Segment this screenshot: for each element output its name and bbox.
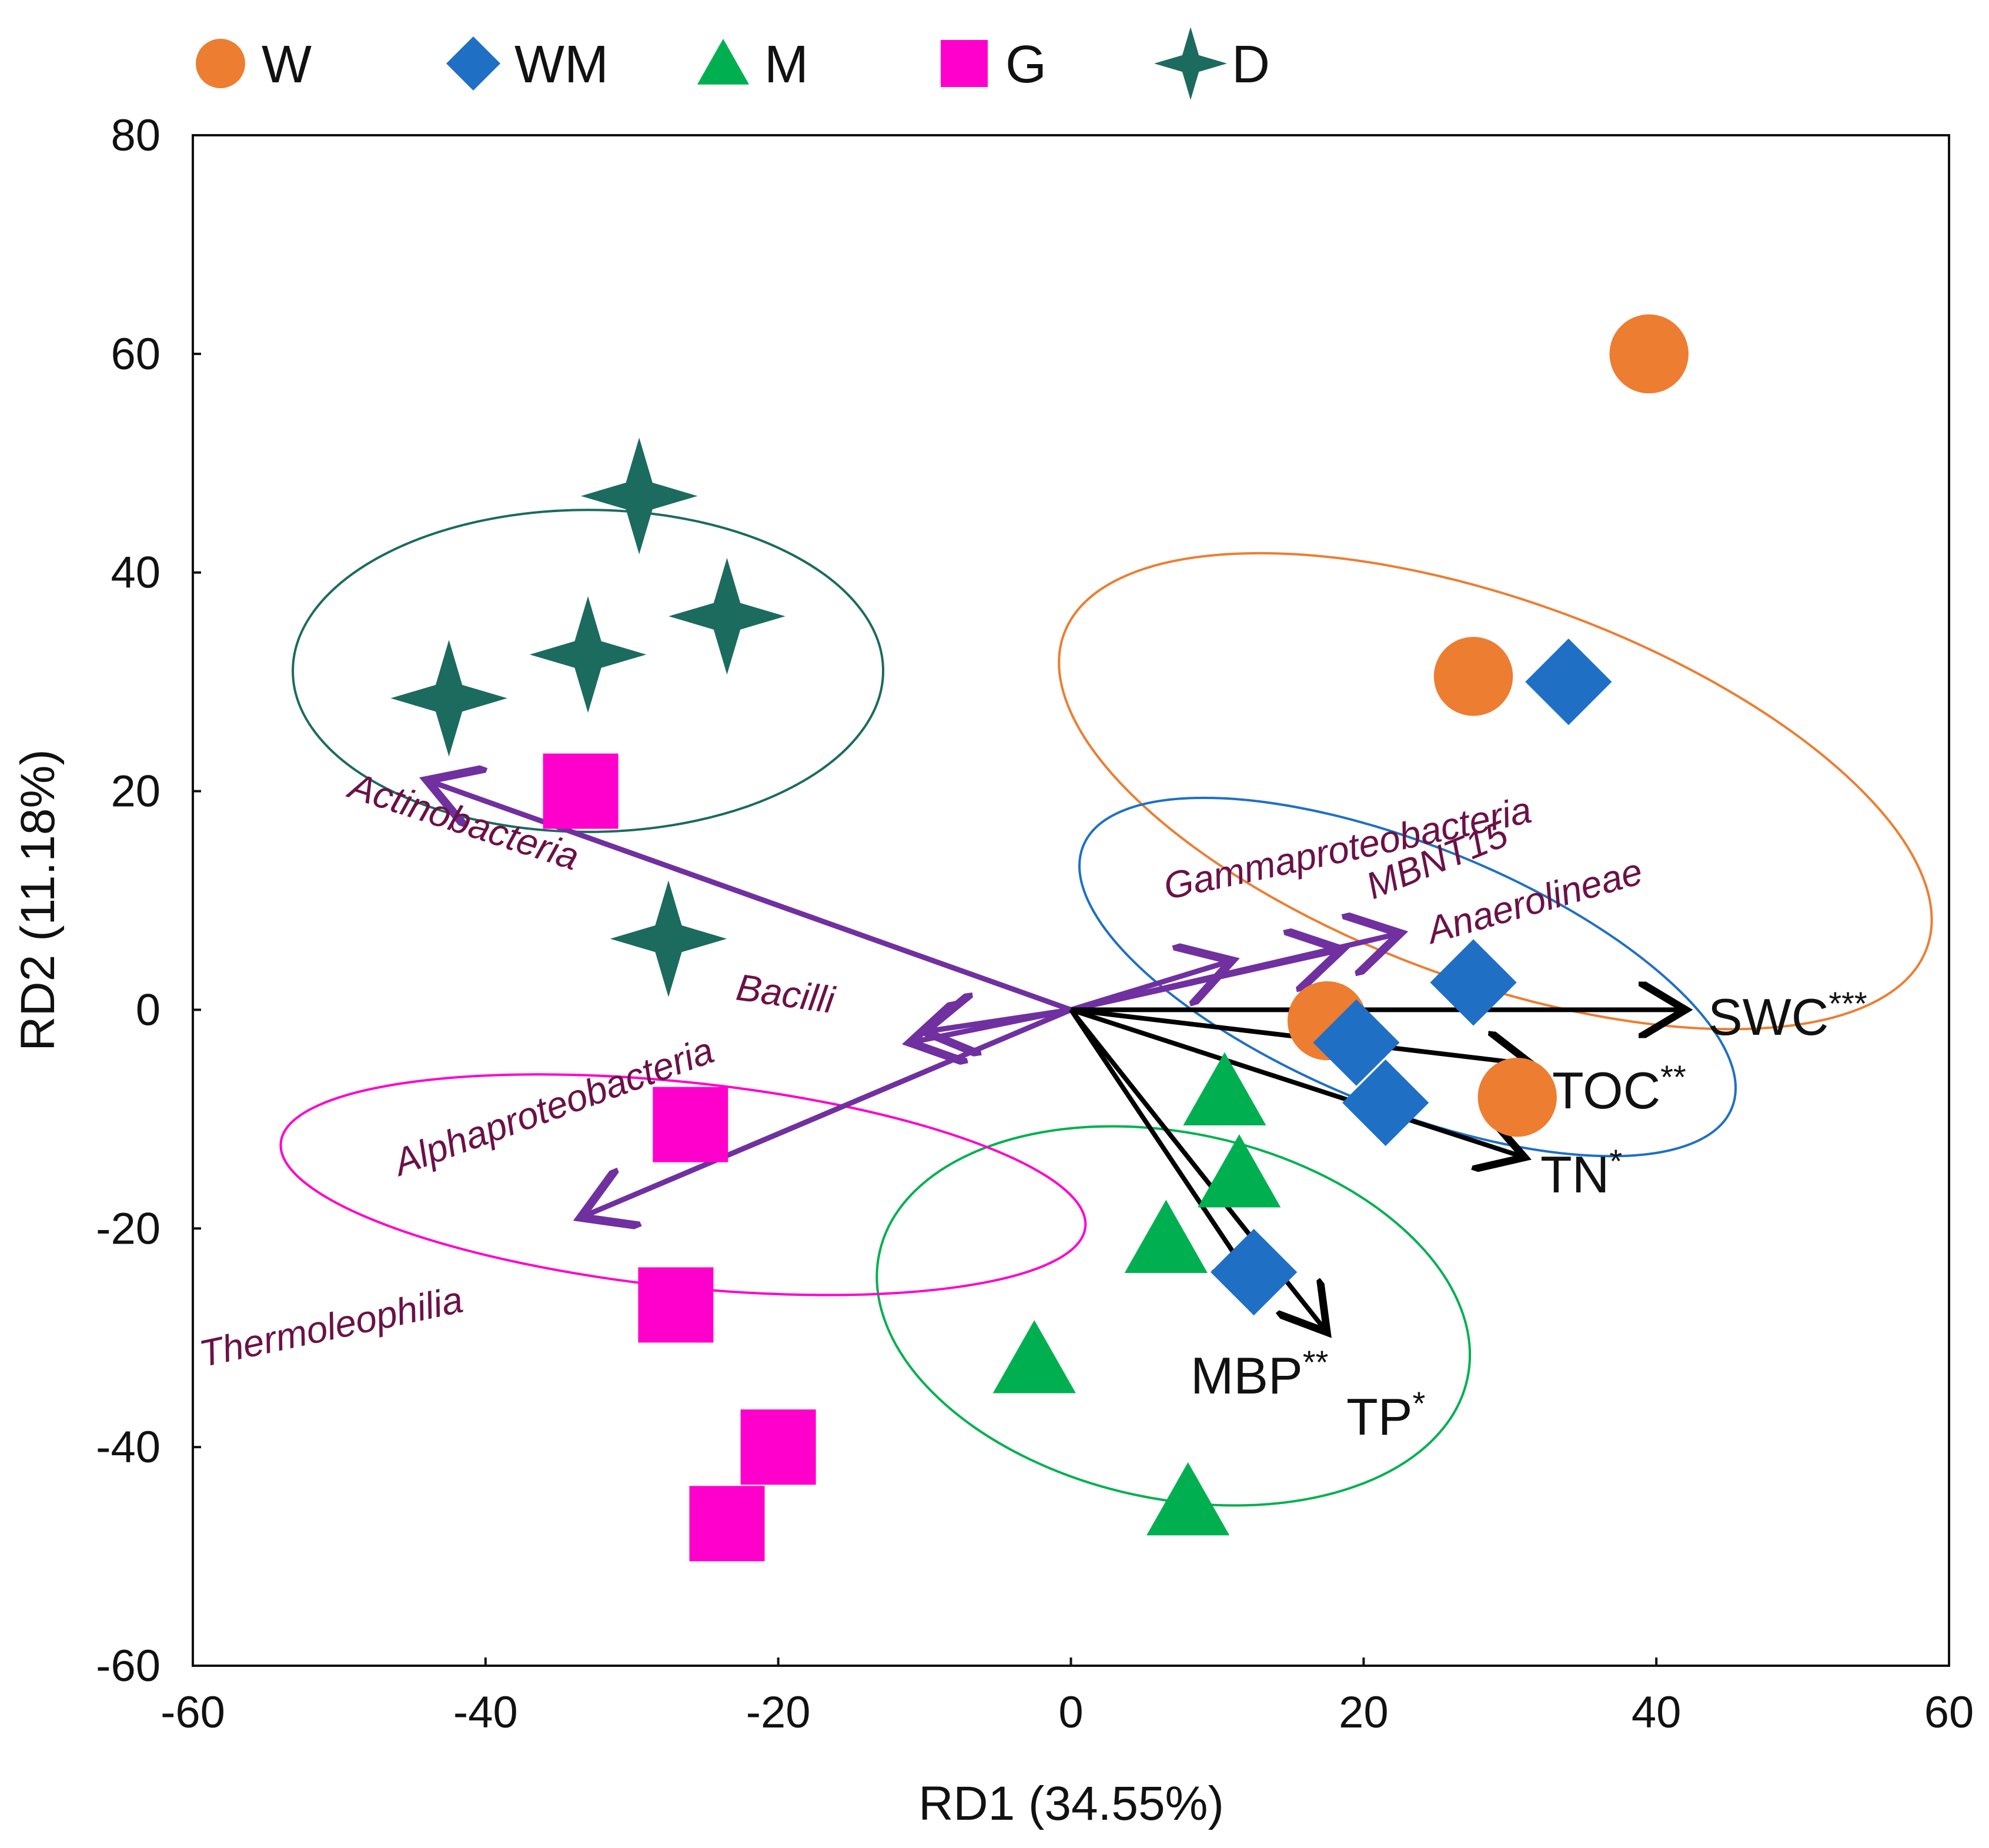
legend-marker-wm [446, 36, 500, 91]
point-d-3 [529, 596, 647, 713]
y-tick-label-40: 40 [111, 548, 161, 598]
taxon-arrow-alphaproteobacteria [910, 1010, 1072, 1042]
y-tick-label-20: 20 [111, 767, 161, 817]
env-arrow-mbp [1069, 1008, 1262, 1294]
y-tick-label--40: -40 [96, 1422, 161, 1472]
point-m-5 [1146, 1462, 1230, 1536]
env-significance-mbp: ** [1303, 1344, 1329, 1381]
y-axis-title: RD2 (11.18%) [11, 749, 65, 1051]
taxon-arrow-thermoleophilia [581, 1007, 1072, 1217]
y-tick-label--20: -20 [96, 1204, 161, 1254]
ellipse-m [875, 1125, 1472, 1507]
taxon-label-thermoleophilia: Thermoleophilia [196, 1278, 466, 1375]
legend-label-d: D [1232, 35, 1270, 94]
env-label-tp: TP* [1346, 1385, 1425, 1446]
point-g-4 [740, 1409, 816, 1485]
ellipse-w [1058, 552, 1933, 1031]
legend-label-m: M [764, 35, 808, 94]
env-arrow-tn [1070, 1007, 1525, 1157]
point-wm-2 [1430, 939, 1517, 1026]
point-g-5 [689, 1486, 765, 1562]
point-m-2 [1198, 1134, 1281, 1208]
env-label-mbp: MBP** [1191, 1344, 1328, 1405]
point-m-4 [992, 1320, 1076, 1393]
point-wm-1 [1525, 639, 1612, 726]
x-axis-title: RD1 (34.55%) [918, 1777, 1224, 1830]
env-label-swc: SWC*** [1708, 985, 1867, 1046]
legend-marker-w [196, 39, 245, 88]
point-d-2 [668, 557, 785, 675]
x-tick-label-60: 60 [1924, 1687, 1974, 1737]
point-g-2 [653, 1087, 728, 1162]
legend-label-w: W [262, 35, 312, 94]
point-w-1 [1609, 314, 1689, 394]
legend-marker-g [941, 40, 988, 87]
legend-label-g: G [1005, 35, 1047, 94]
x-tick-label-20: 20 [1339, 1687, 1389, 1737]
env-label-tn: TN* [1540, 1142, 1622, 1204]
env-significance-toc: ** [1660, 1058, 1686, 1095]
sample-points [390, 314, 1689, 1562]
x-tick-label--20: -20 [746, 1687, 811, 1737]
taxon-label-bacilli: Bacilli [734, 966, 838, 1022]
x-tick-label-0: 0 [1058, 1687, 1083, 1737]
x-tick-label-40: 40 [1632, 1687, 1682, 1737]
env-significance-tp: * [1412, 1385, 1425, 1422]
point-g-3 [638, 1267, 714, 1343]
y-tick-label-0: 0 [136, 985, 161, 1035]
axis-ticks: -60 -40 -20 0 20 40 60 -60 -40 -20 0 20 40 60 80 [96, 111, 1974, 1737]
x-tick-label--40: -40 [453, 1687, 518, 1737]
x-tick-label--60: -60 [161, 1687, 225, 1737]
point-m-1 [1183, 1052, 1266, 1125]
group-ellipses [279, 509, 1933, 1507]
point-wm-5 [1211, 1229, 1298, 1316]
ellipse-d [292, 509, 885, 833]
point-d-4 [390, 640, 507, 757]
point-w-2 [1433, 637, 1513, 716]
environment-vectors: SWC*** TOC** TN* MBP** TP* [1069, 985, 1867, 1446]
y-tick-label-60: 60 [111, 329, 161, 379]
point-m-3 [1124, 1199, 1208, 1273]
point-d-1 [581, 437, 698, 554]
env-label-toc: TOC** [1552, 1058, 1686, 1120]
point-wm-3 [1313, 999, 1400, 1086]
legend: W WM M G D [196, 27, 1270, 100]
taxon-arrow-actinobacteria [427, 780, 1072, 1012]
legend-label-wm: WM [514, 35, 609, 94]
ellipse-wm [1078, 796, 1737, 1158]
taxon-arrow-anaerolineae [1070, 933, 1400, 1012]
y-tick-label--60: -60 [96, 1641, 161, 1691]
legend-marker-d [1154, 27, 1227, 100]
env-arrow-tp [1069, 1008, 1328, 1332]
taxa-vectors: ActinobacteriaBacilliAlphaproteobacteria… [196, 764, 1647, 1375]
env-significance-tn: * [1609, 1142, 1622, 1179]
y-tick-label-80: 80 [111, 111, 161, 161]
point-wm-4 [1342, 1059, 1429, 1147]
point-g-1 [543, 753, 619, 829]
env-significance-swc: *** [1828, 985, 1867, 1022]
legend-marker-m [697, 39, 750, 85]
point-d-5 [610, 880, 727, 997]
point-w-4 [1477, 1057, 1557, 1137]
